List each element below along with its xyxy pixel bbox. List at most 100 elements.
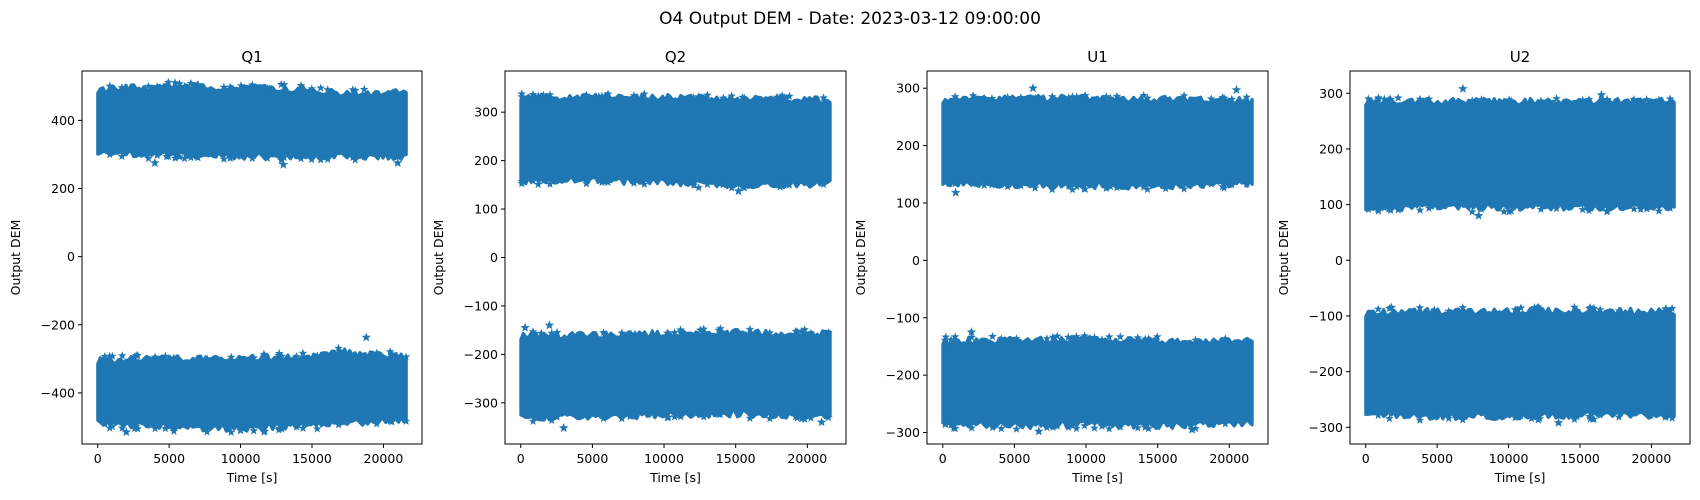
- scatter-point: [161, 351, 170, 360]
- scatter-point: [1602, 95, 1612, 104]
- scatter-point: [334, 343, 343, 352]
- scatter-point: [1467, 96, 1477, 105]
- scatter-point: [1072, 92, 1081, 101]
- scatter-point: [350, 155, 360, 164]
- scatter-point: [819, 179, 828, 188]
- scatter-point: [1221, 334, 1230, 343]
- scatter-point: [175, 152, 184, 161]
- x-tick-label: 15000: [716, 451, 756, 466]
- scatter-point: [1614, 306, 1624, 315]
- scatter-point: [1393, 205, 1403, 214]
- scatter-point: [118, 351, 127, 360]
- outlier-point: [150, 158, 160, 167]
- scatter-point: [1629, 95, 1639, 104]
- scatter-point: [539, 176, 548, 185]
- outlier-point: [1553, 417, 1564, 427]
- scatter-point: [1384, 204, 1394, 213]
- outlier-point: [544, 320, 555, 330]
- outlier-point: [733, 186, 744, 196]
- scatter-point: [1139, 91, 1148, 100]
- y-tick-label: −200: [886, 368, 920, 383]
- scatter-point: [716, 324, 725, 333]
- scatter-point: [1667, 304, 1677, 313]
- y-axis-label: Output DEM: [1276, 220, 1291, 296]
- scatter-point: [180, 82, 189, 91]
- scatter-point: [226, 427, 236, 436]
- scatter-point: [275, 349, 284, 358]
- outlier-point: [1028, 83, 1038, 93]
- scatter-point: [819, 93, 828, 102]
- scatter-point: [1585, 304, 1594, 313]
- scatter-point: [718, 180, 728, 189]
- scatter-point: [663, 413, 672, 422]
- x-tick-label: 20000: [1209, 451, 1249, 466]
- scatter-point: [1140, 334, 1150, 343]
- scatter-point: [225, 153, 235, 162]
- scatter-point: [292, 422, 301, 431]
- scatter-point: [1112, 91, 1122, 100]
- scatter-point: [1052, 331, 1062, 340]
- scatter-point: [117, 83, 127, 92]
- scatter-point: [1584, 95, 1594, 104]
- scatter-point: [1048, 185, 1057, 194]
- outlier-point: [1231, 84, 1242, 94]
- y-tick-label: 0: [490, 250, 498, 265]
- scatter-point: [1072, 332, 1081, 341]
- y-tick-label: −200: [1309, 364, 1343, 379]
- scatter-point: [1444, 306, 1453, 315]
- scatter-point: [1504, 95, 1514, 104]
- scatter-point: [1374, 93, 1383, 102]
- scatter-point: [1153, 422, 1162, 431]
- scatter-point: [696, 409, 705, 418]
- scatter-point: [1101, 183, 1111, 192]
- scatter-point: [1143, 93, 1152, 102]
- scatter-point: [987, 180, 997, 189]
- scatter-point: [150, 352, 160, 361]
- scatter-point: [1393, 93, 1403, 102]
- scatter-point: [1380, 94, 1389, 103]
- scatter-point: [967, 423, 976, 432]
- scatter-point: [740, 183, 749, 192]
- scatter-point: [1106, 181, 1115, 190]
- scatter-point: [1584, 206, 1594, 215]
- scatter-point: [800, 325, 809, 334]
- scatter-point: [800, 414, 809, 423]
- scatter-point: [180, 154, 189, 163]
- scatter-point: [797, 326, 806, 335]
- outlier-point: [966, 327, 977, 337]
- scatter-point: [1161, 184, 1170, 193]
- scatter-point: [1629, 204, 1639, 213]
- scatter-point: [791, 326, 800, 335]
- scatter-point: [117, 151, 127, 160]
- scatter-point: [694, 92, 703, 101]
- scatter-point: [1642, 95, 1651, 104]
- scatter-point: [236, 152, 246, 161]
- scatter-point: [1080, 331, 1089, 340]
- axes-frame: [926, 70, 1269, 445]
- scatter-point: [1364, 204, 1373, 214]
- scatter-point: [175, 79, 184, 88]
- scatter-point: [1097, 335, 1107, 344]
- scatter-point: [594, 92, 604, 101]
- scatter-point: [988, 332, 997, 341]
- outlier-point: [1187, 424, 1197, 434]
- scatter-point: [536, 328, 546, 337]
- scatter-point: [248, 153, 257, 162]
- scatter-point: [699, 324, 708, 333]
- outlier-point: [559, 423, 569, 433]
- scatter-point: [533, 91, 543, 100]
- scatter-point: [1072, 424, 1081, 433]
- scatter-point: [1133, 423, 1142, 432]
- scatter-point: [1081, 184, 1090, 193]
- scatter-point: [987, 94, 997, 103]
- series-band-upper: [941, 93, 1254, 191]
- y-tick-label: 200: [474, 153, 498, 168]
- x-tick-label: 0: [94, 451, 102, 466]
- scatter-point: [307, 155, 316, 164]
- scatter-point: [940, 335, 950, 344]
- scatter-point: [997, 424, 1006, 433]
- scatter-point: [775, 92, 785, 101]
- scatter-point: [1430, 305, 1439, 314]
- scatter-point: [100, 352, 109, 361]
